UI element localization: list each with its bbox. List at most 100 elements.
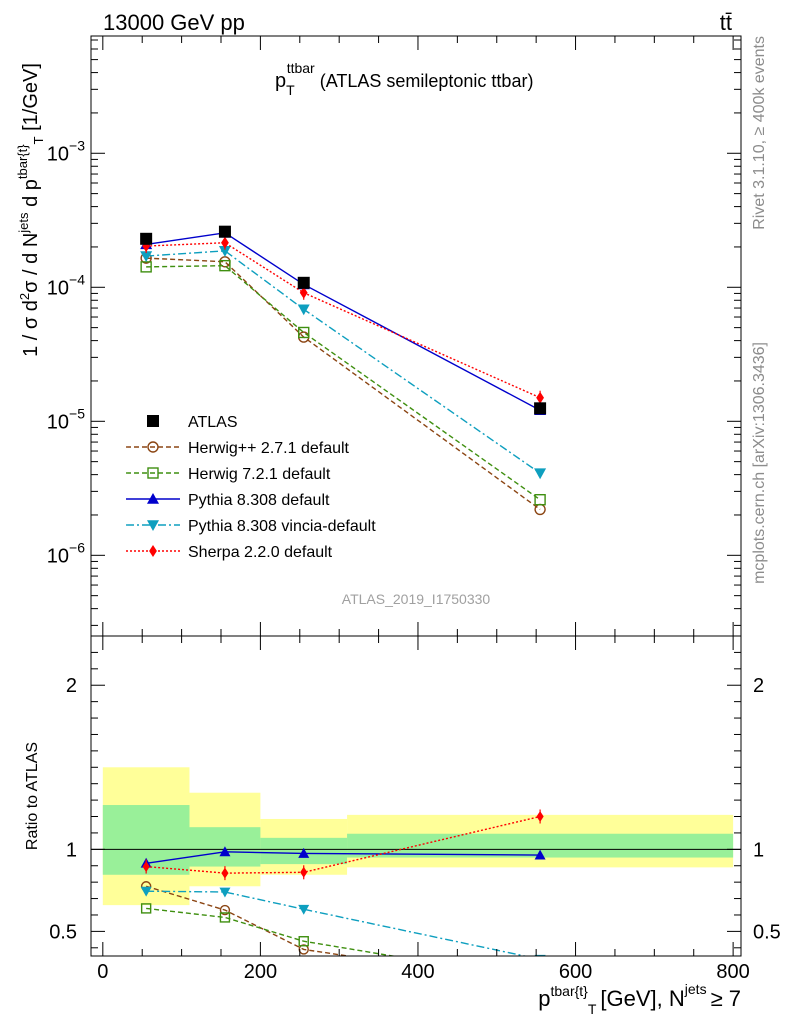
series-point — [297, 304, 310, 316]
legend-item: Sherpa 2.2.0 default — [126, 544, 333, 561]
ratio-bands — [102, 767, 734, 906]
ratio-y-tick-label: 1 — [66, 839, 77, 861]
legend-item: Herwig++ 2.7.1 default — [126, 440, 350, 457]
title-rest: (ATLAS semileptonic ttbar) — [320, 71, 534, 91]
ratio-point — [300, 866, 308, 878]
ratio-point — [140, 903, 152, 914]
main-y-tick-label: 10−4 — [47, 271, 85, 299]
ratio-ylabel: Ratio to ATLAS — [24, 742, 41, 850]
ratio-point — [219, 887, 231, 898]
series-point — [534, 494, 546, 506]
header-right: tt̄ — [720, 10, 732, 35]
ratio-point — [298, 936, 309, 947]
ratio-x-ticks: 0 200 400 600 800 — [97, 636, 750, 983]
xlabel-sup2: jets — [684, 981, 707, 997]
legend-item: Herwig 7.2.1 default — [126, 466, 331, 483]
ratio-line — [146, 890, 528, 956]
ratio-series — [140, 809, 546, 985]
ratio-y-tick-label-right: 0.5 — [753, 921, 781, 943]
legend-marker — [147, 493, 159, 504]
main-title: pTttbar (ATLAS semileptonic ttbar) — [275, 60, 533, 98]
header-left: 13000 GeV pp — [103, 10, 245, 35]
xlabel-base: p — [538, 986, 550, 1011]
atlas-point — [534, 402, 547, 415]
series-line — [146, 232, 541, 411]
main-y-tick-label: 10−3 — [47, 137, 85, 165]
atlas-point — [218, 225, 231, 238]
analysis-stamp: ATLAS_2019_I1750330 — [342, 591, 491, 607]
main-y-tick-label: 10−5 — [47, 405, 85, 433]
legend-item: Pythia 8.308 vincia-default — [126, 518, 376, 535]
rivet-label: Rivet 3.1.10, ≥ 400k events — [751, 36, 768, 230]
series-point — [219, 259, 231, 272]
main-series-3 — [140, 246, 547, 480]
ratio-point — [140, 886, 152, 897]
series-point — [534, 468, 547, 480]
ratio-point — [298, 944, 309, 955]
ratio-point — [534, 849, 546, 860]
legend: ATLAS Herwig++ 2.7.1 default Herwig 7.2.1 … — [126, 414, 376, 561]
ratio-line — [146, 907, 397, 956]
series-point — [218, 246, 231, 257]
mcplots-label: mcplots.cern.ch [arXiv:1306.3436] — [751, 342, 768, 584]
legend-marker — [147, 520, 159, 531]
legend-label: Herwig 7.2.1 default — [188, 466, 331, 483]
legend-item: Pythia 8.308 default — [126, 492, 330, 509]
ratio-panel: 0.5 0.51 12 2 0 200 400 600 800 Ratio to ATLAS … — [24, 635, 781, 1017]
ratio-series-4 — [142, 809, 544, 881]
series-point — [299, 286, 308, 299]
legend-label: Herwig++ 2.7.1 default — [188, 440, 350, 457]
title-sup: ttbar — [287, 60, 315, 76]
ratio-point — [536, 976, 545, 985]
ratio-y-tick-label: 2 — [66, 675, 77, 697]
series-line — [146, 264, 541, 501]
ratio-y-tick-label-right: 1 — [753, 839, 764, 861]
ratio-point — [142, 861, 150, 873]
main-series-atlas — [140, 225, 547, 415]
legend-marker — [147, 441, 159, 453]
ratio-x-tick-label: 200 — [244, 961, 277, 983]
ratio-series-0 — [140, 881, 353, 956]
main-series-1 — [140, 259, 546, 506]
xlabel-sup: tbar{t} — [550, 983, 588, 999]
ratio-y-tick-label-right: 2 — [753, 675, 764, 697]
atlas-point — [297, 276, 310, 289]
ratio-series-1 — [140, 903, 545, 985]
title-base: p — [275, 70, 286, 92]
legend-item: ATLAS — [147, 414, 238, 431]
ratio-line — [145, 885, 353, 956]
ratio-series-3 — [140, 886, 546, 956]
ratio-line — [146, 851, 541, 864]
series-point — [221, 236, 229, 249]
main-ylabel: 1 / σ d2σ / d Njets d ptbar{t}T [1/GeV] — [15, 63, 46, 357]
ratio-y-tick-label: 0.5 — [49, 921, 77, 943]
ratio-point — [298, 847, 310, 858]
main-panel: 10−3 10−4 10−5 10−6 pTttbar (ATLAS semilepto… — [15, 35, 742, 637]
main-x-ticks — [102, 36, 734, 636]
ratio-point — [219, 846, 231, 857]
legend-marker — [147, 415, 159, 427]
series-point — [298, 326, 310, 339]
ratio-point — [221, 867, 229, 879]
xlabel-tail: ≥ 7 — [711, 986, 741, 1011]
ratio-frame — [90, 635, 742, 957]
series-line — [146, 250, 541, 474]
atlas-point — [140, 232, 153, 245]
ratio-point — [536, 811, 544, 823]
series-point — [140, 251, 153, 263]
ratio-y-ticks: 0.5 0.5 1 1 2 2 — [49, 651, 781, 949]
main-series-2 — [140, 226, 547, 416]
legend-label: Pythia 8.308 default — [188, 492, 330, 509]
main-y-tick-labels: 10−3 10−4 10−5 10−6 — [47, 137, 85, 567]
legend-label: Sherpa 2.2.0 default — [188, 544, 333, 561]
main-y-ticks — [91, 39, 741, 626]
legend-marker — [149, 545, 157, 557]
xlabel-sub: T — [588, 1001, 597, 1017]
ratio-x-tick-label: 600 — [559, 961, 592, 983]
title-sub: T — [286, 82, 295, 98]
main-y-tick-label: 10−6 — [47, 539, 85, 567]
series-point — [536, 391, 544, 404]
main-series — [140, 225, 547, 516]
legend-marker — [147, 467, 159, 479]
